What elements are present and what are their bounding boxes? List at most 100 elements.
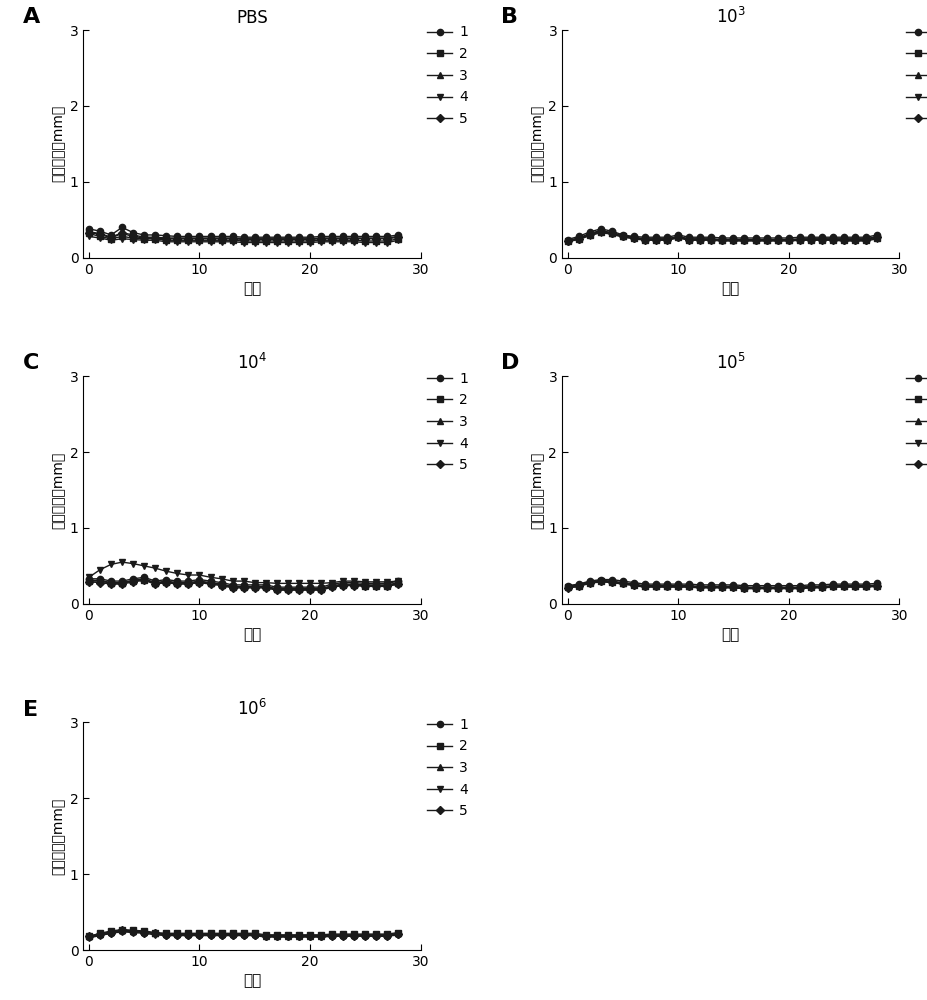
2 bbox=[393, 577, 404, 589]
1 bbox=[683, 578, 694, 590]
3 bbox=[817, 233, 828, 245]
5 bbox=[606, 227, 617, 239]
5 bbox=[717, 234, 728, 246]
5 bbox=[260, 930, 272, 942]
5 bbox=[83, 930, 95, 942]
4 bbox=[238, 237, 249, 249]
3 bbox=[216, 578, 227, 590]
2 bbox=[617, 230, 629, 242]
1 bbox=[584, 226, 595, 238]
3 bbox=[171, 577, 183, 589]
1 bbox=[371, 577, 382, 589]
5 bbox=[149, 927, 160, 939]
1 bbox=[382, 577, 393, 589]
4 bbox=[750, 235, 761, 247]
5 bbox=[283, 930, 294, 942]
3 bbox=[83, 930, 95, 942]
3 bbox=[871, 230, 883, 242]
3 bbox=[160, 232, 171, 244]
5 bbox=[304, 234, 315, 246]
3 bbox=[227, 232, 238, 244]
3 bbox=[326, 232, 337, 244]
4 bbox=[171, 236, 183, 248]
5 bbox=[326, 233, 337, 245]
2 bbox=[183, 927, 194, 939]
3 bbox=[205, 928, 216, 940]
5 bbox=[194, 233, 205, 245]
4 bbox=[349, 575, 360, 587]
2 bbox=[728, 234, 739, 246]
X-axis label: 天数: 天数 bbox=[243, 281, 261, 296]
4 bbox=[160, 565, 171, 577]
5 bbox=[128, 230, 139, 242]
1 bbox=[106, 229, 117, 241]
1 bbox=[806, 231, 817, 243]
2 bbox=[838, 234, 849, 246]
4 bbox=[651, 581, 662, 593]
3 bbox=[216, 928, 227, 940]
2 bbox=[106, 577, 117, 589]
Line: 5: 5 bbox=[86, 577, 401, 593]
3 bbox=[83, 226, 95, 238]
2 bbox=[293, 583, 304, 595]
1 bbox=[139, 571, 150, 583]
4 bbox=[183, 930, 194, 942]
5 bbox=[871, 580, 883, 592]
4 bbox=[171, 567, 183, 579]
4 bbox=[651, 234, 662, 246]
5 bbox=[562, 235, 573, 247]
1 bbox=[160, 230, 171, 242]
Title: $10^3$: $10^3$ bbox=[716, 7, 745, 27]
4 bbox=[783, 235, 794, 247]
2 bbox=[371, 928, 382, 940]
4 bbox=[673, 232, 684, 244]
1 bbox=[382, 230, 393, 242]
Line: 5: 5 bbox=[565, 578, 881, 591]
4 bbox=[584, 577, 595, 589]
Legend: 1, 2, 3, 4, 5: 1, 2, 3, 4, 5 bbox=[427, 25, 468, 126]
5 bbox=[117, 227, 128, 239]
4 bbox=[673, 581, 684, 593]
4 bbox=[315, 931, 326, 943]
3 bbox=[382, 232, 393, 244]
5 bbox=[293, 584, 304, 596]
1 bbox=[694, 231, 705, 243]
4 bbox=[860, 235, 871, 247]
4 bbox=[838, 581, 849, 593]
4 bbox=[216, 236, 227, 248]
4 bbox=[337, 236, 349, 248]
2 bbox=[260, 929, 272, 941]
Line: 1: 1 bbox=[86, 928, 401, 940]
2 bbox=[772, 582, 783, 594]
1 bbox=[171, 230, 183, 242]
2 bbox=[360, 580, 371, 592]
4 bbox=[562, 582, 573, 594]
4 bbox=[827, 581, 838, 593]
2 bbox=[304, 929, 315, 941]
1 bbox=[794, 580, 806, 592]
4 bbox=[260, 931, 272, 943]
3 bbox=[260, 233, 272, 245]
5 bbox=[128, 576, 139, 588]
5 bbox=[860, 580, 871, 592]
2 bbox=[728, 581, 739, 593]
1 bbox=[694, 579, 705, 591]
2 bbox=[683, 234, 694, 246]
2 bbox=[871, 232, 883, 244]
2 bbox=[106, 925, 117, 937]
1 bbox=[326, 578, 337, 590]
3 bbox=[117, 577, 128, 589]
3 bbox=[382, 579, 393, 591]
2 bbox=[606, 227, 617, 239]
Y-axis label: 瞳孔直径（mm）: 瞳孔直径（mm） bbox=[52, 451, 66, 529]
1 bbox=[249, 231, 260, 243]
4 bbox=[160, 930, 171, 942]
1 bbox=[227, 230, 238, 242]
4 bbox=[227, 930, 238, 942]
5 bbox=[337, 580, 349, 592]
5 bbox=[227, 582, 238, 594]
5 bbox=[360, 930, 371, 942]
1 bbox=[315, 930, 326, 942]
5 bbox=[640, 234, 651, 246]
4 bbox=[205, 236, 216, 248]
